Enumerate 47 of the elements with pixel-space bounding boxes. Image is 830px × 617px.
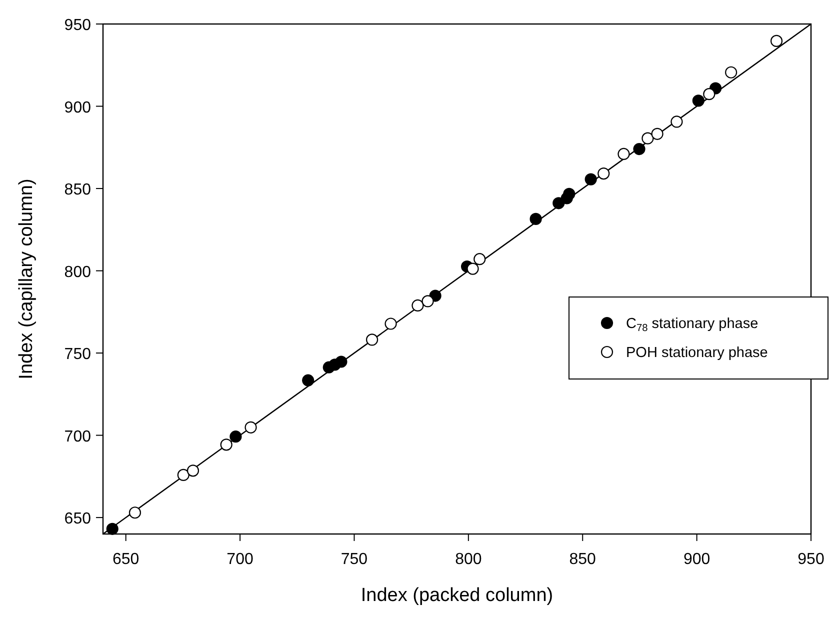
- point: [422, 295, 434, 308]
- point: [384, 318, 397, 330]
- point: [642, 132, 654, 144]
- point: [703, 88, 716, 100]
- x-tick-label: 650: [112, 551, 140, 568]
- point: [633, 142, 646, 156]
- point: [598, 167, 610, 180]
- x-tick-label: 850: [569, 551, 596, 568]
- x-tick-label: 800: [455, 551, 482, 568]
- point: [466, 262, 479, 275]
- point: [186, 464, 200, 477]
- point: [552, 197, 565, 210]
- y-tick-label: 850: [64, 182, 92, 199]
- point: [530, 212, 542, 225]
- point: [335, 356, 348, 368]
- y-axis-title: Index (capillary column): [16, 178, 37, 380]
- point: [692, 94, 704, 107]
- x-tick-label: 900: [683, 551, 710, 568]
- point: [474, 253, 486, 266]
- point: [244, 421, 257, 434]
- x-axis-title: Index (packed column): [360, 585, 554, 606]
- point: [563, 188, 576, 200]
- point: [618, 148, 630, 160]
- y-tick-label: 750: [64, 346, 92, 364]
- point: [584, 173, 597, 186]
- point: [412, 299, 424, 312]
- point: [302, 374, 314, 386]
- point: [651, 128, 664, 140]
- point: [106, 522, 118, 535]
- point: [670, 116, 683, 128]
- y-tick-label: 800: [64, 264, 92, 281]
- point: [725, 66, 738, 78]
- x-tick-label: 750: [340, 551, 368, 568]
- legend-label: C$_{78}$ stationary phase: [626, 316, 758, 334]
- x-tick-label: 700: [226, 551, 254, 568]
- x-tick-label: 950: [798, 551, 824, 568]
- y-tick-label: 650: [64, 510, 92, 528]
- point: [220, 438, 232, 451]
- point: [366, 334, 378, 346]
- y-tick-label: 700: [64, 428, 92, 446]
- point: [177, 468, 190, 481]
- y-tick-label: 900: [64, 99, 92, 116]
- point: [128, 506, 142, 519]
- y-tick-label: 950: [64, 17, 92, 34]
- point: [230, 430, 242, 443]
- legend-label: POH stationary phase: [626, 345, 768, 361]
- point: [770, 34, 783, 47]
